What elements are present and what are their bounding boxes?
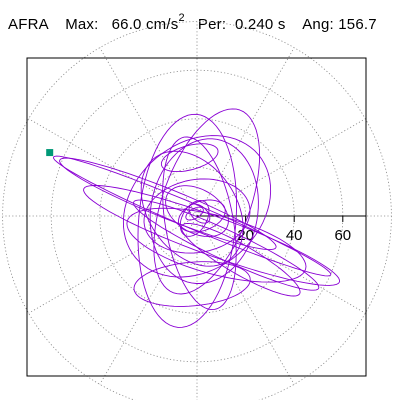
max-exponent: 2: [178, 12, 185, 24]
max-marker: [46, 149, 54, 157]
trace-loop-8: [137, 113, 238, 328]
radial-tick-label-40: 40: [286, 227, 303, 244]
max-marker-layer: [46, 149, 54, 157]
grid-spoke-60: [196, 47, 295, 217]
period-value: 0.240 s: [234, 16, 286, 33]
trace-loop-18: [188, 203, 211, 224]
trace-loop-11: [83, 185, 340, 286]
trace-loop-19: [185, 206, 204, 221]
trace-loop-9: [122, 135, 272, 278]
trace-loop-17: [160, 143, 219, 173]
trace-loop-14: [126, 207, 307, 283]
station-name: AFRA: [8, 16, 49, 33]
trace-loop-12: [59, 157, 277, 251]
plot-frame: [26, 57, 367, 377]
trace-loop-13: [53, 155, 332, 277]
grid-spoke-120: [99, 47, 198, 217]
trace-loop-15: [180, 223, 301, 297]
trace-loop-3: [143, 178, 251, 254]
grid-spoke-240: [99, 215, 198, 385]
grid-spoke-30: [196, 118, 366, 217]
hodogram-trace: [53, 108, 340, 328]
radial-tick-label-60: 60: [334, 227, 351, 244]
plot-header: AFRA Max: 66.0 cm/s2 Per: 0.240 s Ang: 1…: [8, 12, 377, 33]
period-label: Per:: [197, 16, 227, 33]
angle-label: Ang:: [302, 16, 334, 33]
trace-loop-5: [140, 150, 244, 267]
trace-loop-1: [165, 185, 229, 238]
max-label: Max:: [65, 16, 99, 33]
trace-loop-6: [162, 136, 237, 311]
angle-value: 156.7: [338, 16, 377, 33]
trace-loop-10: [133, 199, 320, 291]
trace-loop-16: [133, 261, 251, 307]
trace-loop-7: [153, 108, 261, 295]
max-value: 66.0 cm/s: [111, 16, 179, 33]
